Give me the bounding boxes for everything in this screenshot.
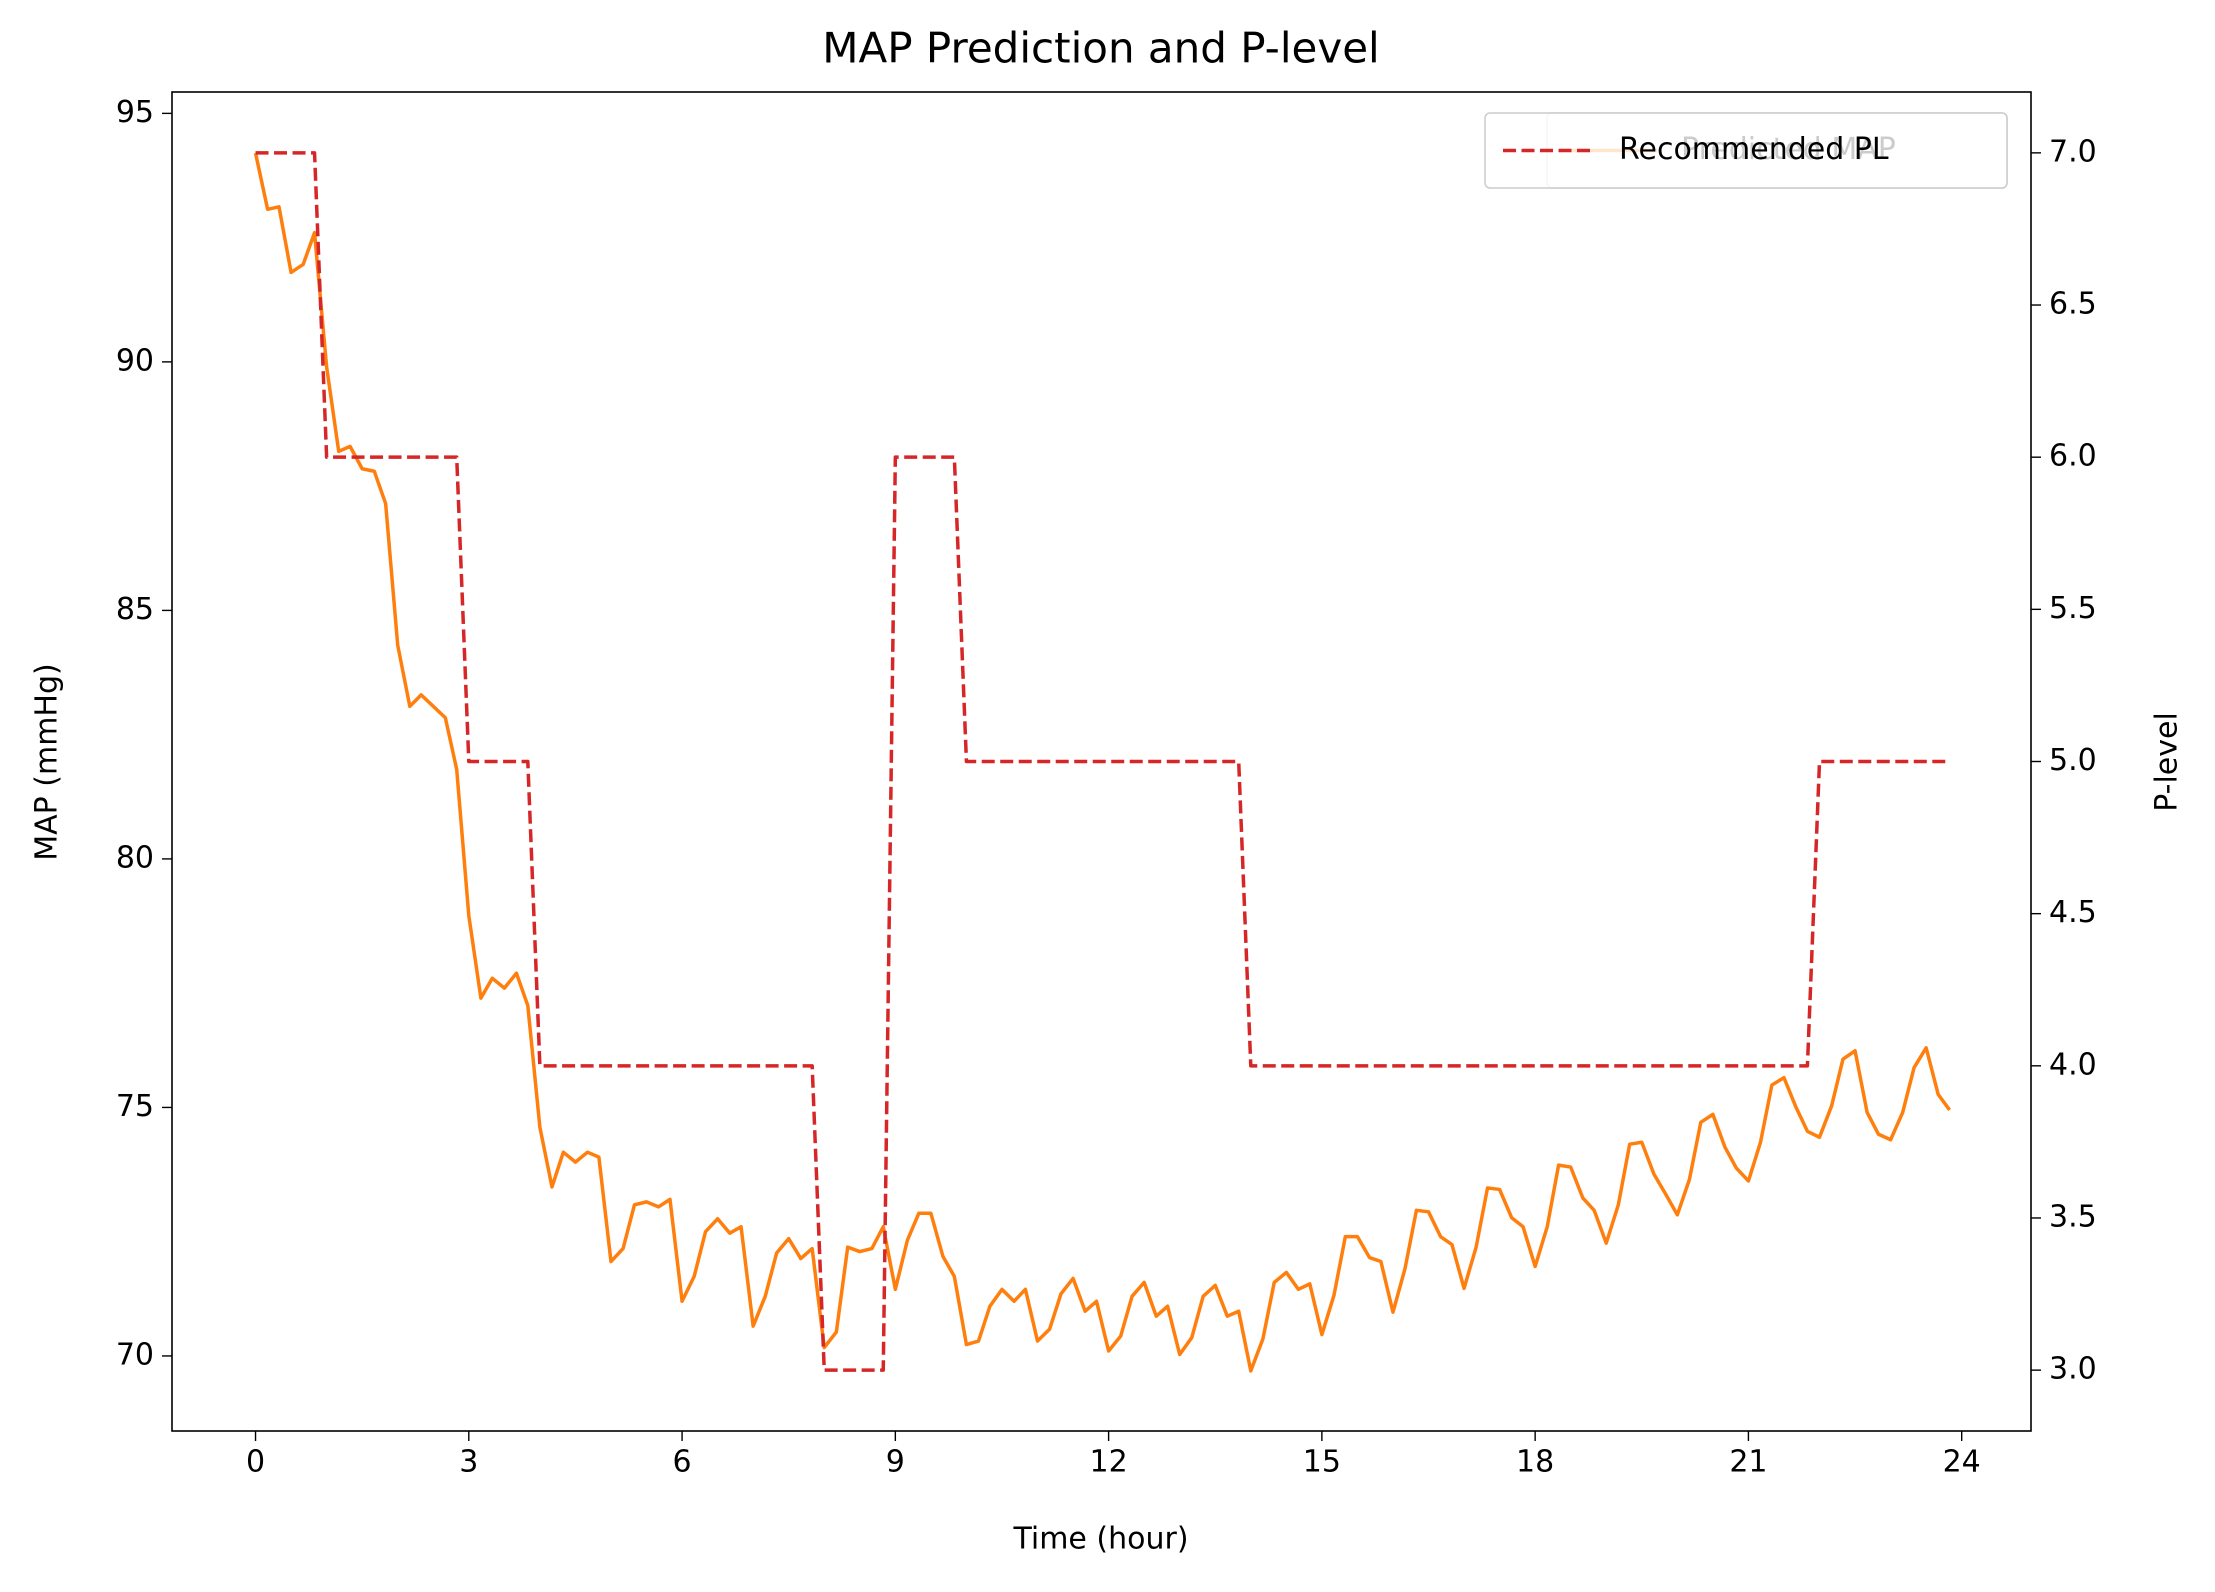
plot-frame — [171, 91, 2032, 1432]
chart-title: MAP Prediction and P-level — [822, 24, 1379, 73]
y2-tick-label: 7.0 — [2049, 134, 2097, 169]
y-tick-label: 70 — [116, 1337, 154, 1372]
y2-tick-label: 5.0 — [2049, 743, 2097, 778]
x-tick-label: 24 — [1943, 1445, 1981, 1480]
x-tick-label: 15 — [1303, 1445, 1341, 1480]
x-tick-label: 12 — [1090, 1445, 1128, 1480]
x-tick-label: 0 — [246, 1445, 265, 1480]
y2-tick-label: 4.5 — [2049, 895, 2097, 930]
x-tick-label: 21 — [1729, 1445, 1767, 1480]
y2-tick-label: 6.5 — [2049, 287, 2097, 322]
x-tick-label: 3 — [459, 1445, 478, 1480]
x-axis-label: Time (hour) — [1012, 1522, 1188, 1557]
y-tick-label: 85 — [116, 592, 154, 627]
legend: Recommended PL — [1484, 112, 2008, 189]
x-tick-label: 9 — [886, 1445, 905, 1480]
y2-tick-label: 3.5 — [2049, 1199, 2097, 1234]
legend-box — [1484, 112, 2008, 189]
data-line — [253, 152, 1952, 1373]
y-axis-label: MAP (mmHg) — [30, 663, 65, 861]
x-tick-label: 6 — [673, 1445, 692, 1480]
y2-tick-label: 4.0 — [2049, 1047, 2097, 1082]
y2-tick-label: 5.5 — [2049, 591, 2097, 626]
legend-label: Recommended PL — [1619, 132, 1889, 167]
y-tick-label: 80 — [116, 840, 154, 875]
y2-axis-label: P-level — [2150, 712, 2185, 812]
y-tick-label: 75 — [116, 1089, 154, 1124]
data-line — [255, 151, 1950, 1372]
y2-tick-label: 6.0 — [2049, 439, 2097, 474]
y-tick-label: 95 — [116, 95, 154, 130]
y-tick-label: 90 — [116, 343, 154, 378]
y2-tick-label: 3.0 — [2049, 1352, 2097, 1387]
x-tick-label: 18 — [1516, 1445, 1554, 1480]
